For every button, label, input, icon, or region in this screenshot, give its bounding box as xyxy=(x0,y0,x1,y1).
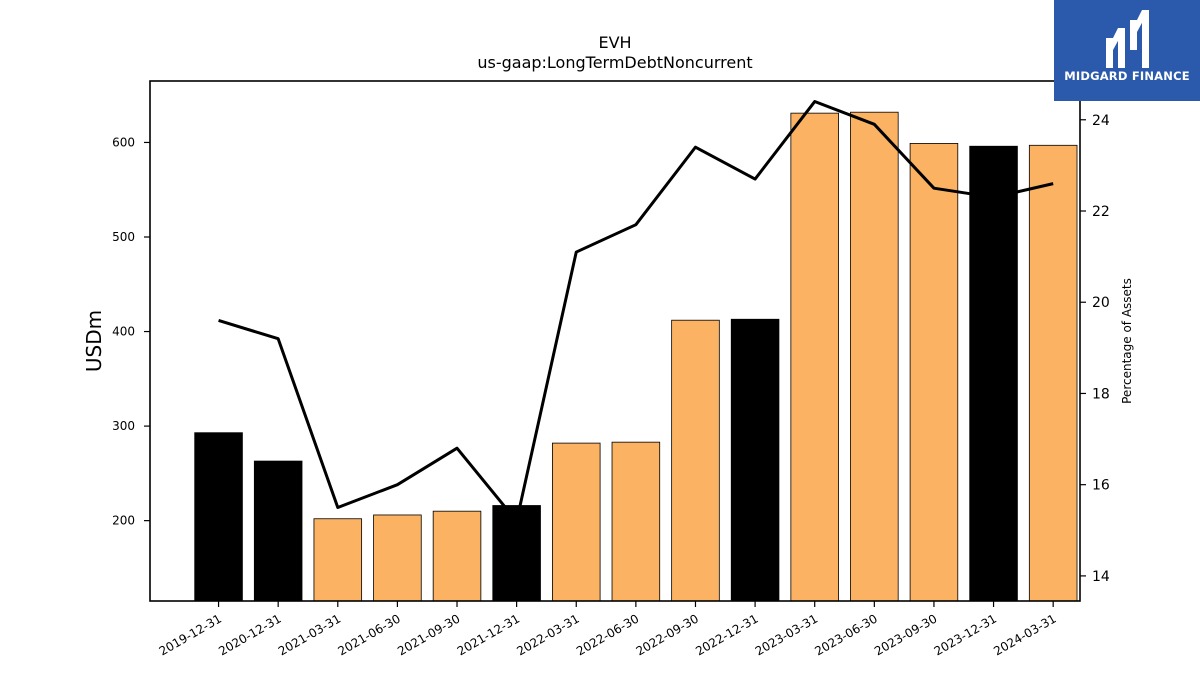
bar xyxy=(432,510,482,602)
y2-tick-label: 24 xyxy=(1092,113,1110,129)
y-axis-label: USDm xyxy=(82,310,106,372)
x-tick-label: 2023-12-31 xyxy=(932,611,999,658)
bar xyxy=(730,318,780,602)
y2-tick-label: 18 xyxy=(1092,386,1110,402)
y2-tick-label: 14 xyxy=(1092,569,1110,585)
chart-subtitle: us-gaap:LongTermDebtNoncurrent xyxy=(477,53,752,72)
x-tick-label: 2019-12-31 xyxy=(157,611,224,658)
x-tick-label: 2022-03-31 xyxy=(514,611,581,658)
x-tick-label: 2021-09-30 xyxy=(395,611,462,658)
bar xyxy=(909,142,959,602)
bar xyxy=(194,432,243,602)
brand-logo: MIDGARD FINANCE xyxy=(1054,0,1200,101)
y2-tick-label: 16 xyxy=(1092,478,1110,494)
y2-axis-label: Percentage of Assets xyxy=(1120,278,1134,404)
bar xyxy=(671,319,720,602)
x-tick-label: 2022-09-30 xyxy=(634,611,701,658)
brand-name: MIDGARD FINANCE xyxy=(1064,69,1190,83)
y-tick-label: 600 xyxy=(112,135,135,149)
bar xyxy=(552,442,601,602)
x-tick-label: 2023-06-30 xyxy=(812,611,879,658)
y-tick-label: 200 xyxy=(112,514,135,528)
y-tick-label: 400 xyxy=(112,325,135,339)
bar xyxy=(850,111,899,602)
bar xyxy=(253,460,303,602)
x-tick-label: 2022-06-30 xyxy=(574,611,641,658)
bar-group xyxy=(194,111,1078,602)
bar xyxy=(611,441,661,602)
x-tick-label: 2023-03-31 xyxy=(753,611,820,658)
bar xyxy=(969,145,1018,602)
y2-tick-label: 20 xyxy=(1092,295,1110,311)
y2-tick-label: 22 xyxy=(1092,204,1110,220)
x-tick-label: 2021-06-30 xyxy=(335,611,402,658)
plot-frame xyxy=(149,80,1081,602)
x-tick-label: 2021-03-31 xyxy=(276,611,343,658)
x-tick-label: 2024-03-31 xyxy=(991,611,1058,658)
x-tick-label: 2022-12-31 xyxy=(693,611,760,658)
line-group xyxy=(218,100,1054,523)
percentage-line xyxy=(218,100,1054,523)
midgard-logo-icon xyxy=(1106,10,1149,68)
x-tick-label: 2023-09-30 xyxy=(872,611,939,658)
y-tick-label: 500 xyxy=(112,230,135,244)
x-tick-label: 2021-12-31 xyxy=(455,611,522,658)
bar xyxy=(373,514,422,602)
bar xyxy=(790,112,839,602)
bar xyxy=(313,518,363,602)
x-tick-label: 2020-12-31 xyxy=(216,611,283,658)
chart-title: EVH xyxy=(598,33,631,52)
y-tick-label: 300 xyxy=(112,419,135,433)
bar xyxy=(1028,144,1078,602)
